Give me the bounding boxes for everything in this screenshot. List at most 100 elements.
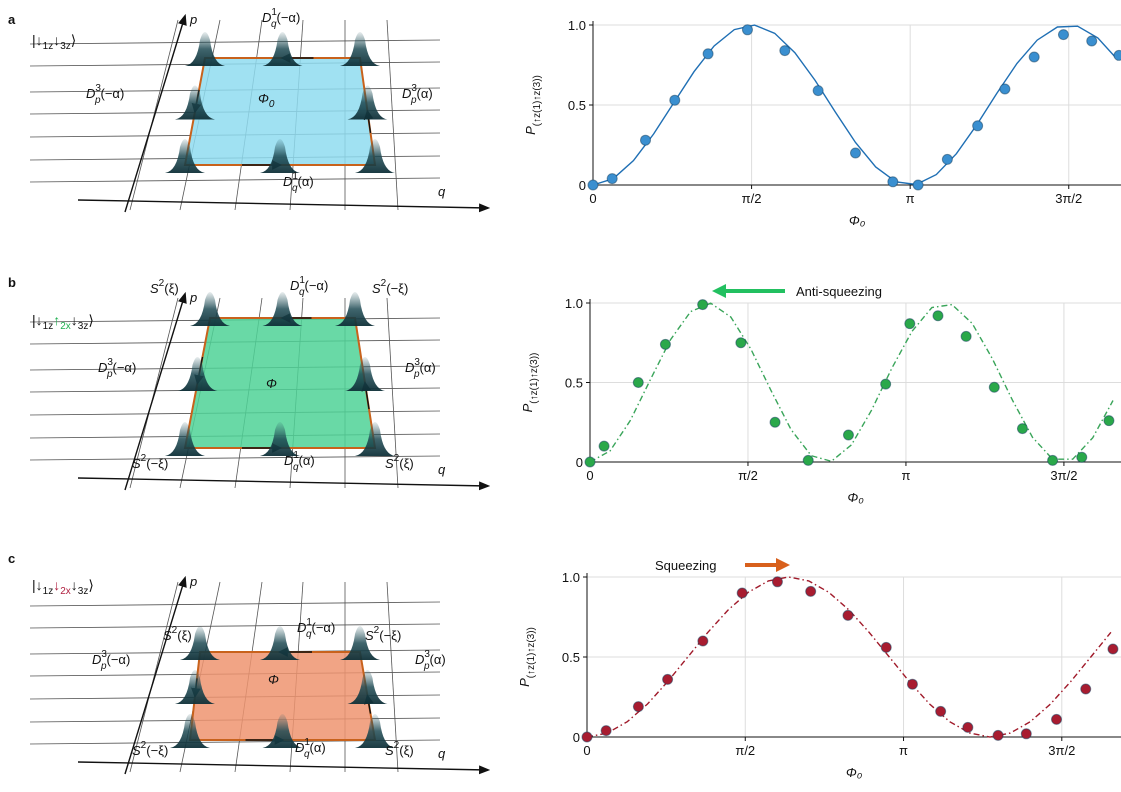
ket-part: 3z [78,321,89,332]
data-point [742,25,752,35]
data-point [936,706,946,716]
ket-part: 3z [78,586,89,597]
ket-part: 3z [60,41,71,52]
y-tick-label: 0 [576,455,583,470]
data-point [663,674,673,684]
data-point [670,95,680,105]
data-point [585,457,595,467]
data-point [913,180,923,190]
label-arg: (−ξ) [379,628,401,643]
x-axis-label: Φ₀ [847,490,864,505]
y-axis-label: P(↑z(1)↑z(3)) [517,627,537,687]
label-arg: (ξ) [164,281,178,296]
operator-label: D1q(α) [284,450,315,473]
operator-label: S2(ξ) [385,453,414,471]
data-point [1087,36,1097,46]
data-point [640,135,650,145]
data-point [905,319,915,329]
annotation-arrow-head [776,558,790,572]
label-sub: 0 [269,99,275,110]
y-tick-label: 0 [579,178,586,193]
x-tick-label: π/2 [735,743,755,758]
ket-part: ↓ [53,32,60,48]
label-arg: (−ξ) [146,456,168,471]
operator-label: D3p(α) [402,83,433,106]
data-point [582,732,592,742]
data-point [599,441,609,451]
x-tick-label: 3π/2 [1048,743,1075,758]
label-base: S [385,743,394,758]
axis-q [78,478,488,486]
grid-line-h [30,602,440,606]
y-label-main: P [517,678,532,687]
label-arg: (α) [299,453,315,468]
label-arg: (ξ) [399,456,413,471]
label-arg: (−α) [101,86,125,101]
label-arg: (α) [420,360,436,375]
data-point [961,331,971,341]
operator-label: S2(−ξ) [132,453,168,471]
data-point [881,379,891,389]
axis-q [78,200,488,208]
page: { "panels": [ {"label": "a", "ket": ["|↓… [0,0,1121,792]
data-point [993,730,1003,740]
operator-label: S2(−ξ) [132,740,168,758]
label-base: S [163,628,172,643]
panel-label: c [8,551,15,566]
label-arg: (α) [298,174,314,189]
operator-label: S2(−ξ) [365,625,401,643]
operator-label: S2(ξ) [163,625,192,643]
data-point [850,148,860,158]
data-point [963,722,973,732]
data-point [1077,452,1087,462]
y-axis-label: P(↑z(1)↑z(3)) [523,75,543,135]
data-point [1114,50,1121,60]
axis-q [78,762,488,770]
label-arg: (−α) [312,620,336,635]
data-point [933,311,943,321]
data-point [813,86,823,96]
y-axis-label: P(↑z(1)↑z(3)) [520,353,540,413]
label-arg: (ξ) [177,628,191,643]
phase-label: Φ [268,672,279,687]
label-arg: (−α) [107,652,131,667]
state-ket: |↓1z↓2x↓3z⟩ [32,577,94,597]
operator-label: D3p(−α) [86,83,124,106]
grid-line-h [30,456,440,460]
annotation: Squeezing [655,558,716,573]
x-tick-label: 0 [586,468,593,483]
data-point [1058,30,1068,40]
axis-p-label: p [189,574,197,589]
label-base: S [385,456,394,471]
ket-part: 2x [60,321,71,332]
data-point [881,642,891,652]
y-label-sub: (↑z(1)↑z(3)) [526,627,537,678]
ket-part: |↓ [32,32,43,48]
data-point [1108,644,1118,654]
x-tick-label: π/2 [738,468,758,483]
ket-part: 1z [43,41,54,52]
phase-space-diagram: pqb|↓1z↑2x↓3z⟩S2(ξ)D1q(−α)S2(−ξ)D3p(−α)D… [8,275,488,490]
data-point [698,300,708,310]
label-base: Φ [266,376,277,391]
grid-line-h [30,178,440,182]
data-point [843,430,853,440]
x-tick-label: π [901,468,910,483]
figure: pqa|↓1z↓3z⟩D1q(−α)D3p(−α)D3p(α)D1q(α)Φ0p… [0,0,1121,792]
label-base: Φ [258,91,269,106]
grid-line-v [387,20,398,210]
data-point [989,382,999,392]
y-tick-label: 0.5 [568,98,586,113]
y-tick-label: 0 [573,730,580,745]
label-arg: (−ξ) [386,281,408,296]
operator-label: S2(ξ) [385,740,414,758]
x-tick-label: 3π/2 [1050,468,1077,483]
operator-label: D1q(−α) [290,275,328,298]
panel-label: a [8,12,16,27]
data-point [1017,424,1027,434]
y-tick-label: 0.5 [565,376,583,391]
